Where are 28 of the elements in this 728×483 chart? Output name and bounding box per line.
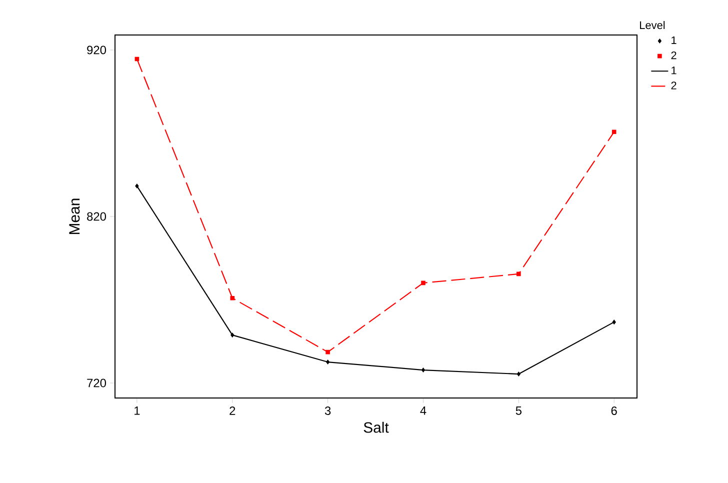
x-tick-label: 1 — [134, 406, 140, 415]
y-tick-label: 920 — [87, 46, 106, 54]
x-tick-label: 5 — [516, 406, 522, 415]
point — [516, 372, 520, 376]
point — [230, 296, 235, 300]
point — [326, 360, 330, 364]
x-tick-label: 6 — [611, 406, 617, 415]
legend-label: 1 — [672, 36, 676, 44]
x-tick-label: 4 — [420, 406, 426, 415]
point — [612, 320, 616, 324]
point — [421, 368, 425, 372]
legend-label: 2 — [671, 82, 676, 90]
y-axis-title: Mean — [69, 198, 80, 234]
point — [230, 332, 234, 338]
legend-label: 2 — [671, 51, 676, 60]
y-tick-label: 820 — [87, 212, 106, 221]
point — [612, 130, 616, 134]
point — [135, 184, 139, 188]
x-axis-title: Salt — [364, 422, 389, 433]
legend-label: 1 — [672, 66, 676, 74]
point — [134, 56, 140, 62]
y-tick-label: 720 — [87, 378, 106, 388]
point — [326, 350, 330, 354]
x-tick-label: 2 — [230, 406, 236, 415]
point — [421, 280, 426, 286]
x-tick-label: 3 — [324, 406, 331, 415]
legend-title: Level — [640, 21, 665, 30]
point — [516, 272, 521, 276]
